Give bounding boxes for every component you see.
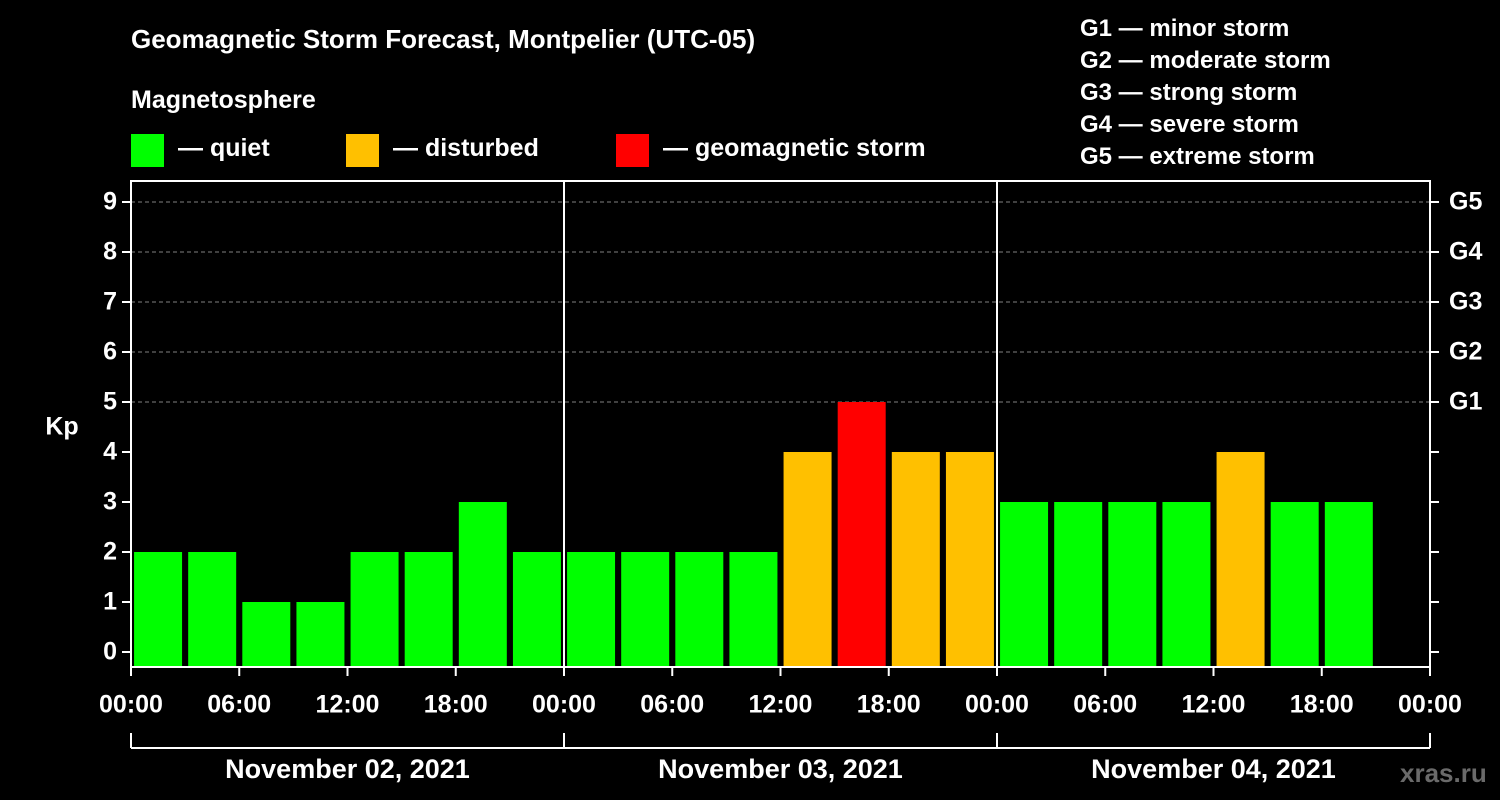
kp-bar bbox=[134, 552, 183, 667]
x-tick-label: 00:00 bbox=[1398, 691, 1462, 719]
date-label: November 04, 2021 bbox=[1091, 754, 1336, 784]
g-scale-label: G1 bbox=[1449, 388, 1482, 416]
bars-group bbox=[26, 402, 1373, 667]
y-axis-label: Kp bbox=[45, 413, 78, 441]
kp-bar bbox=[1108, 502, 1157, 667]
x-tick-label: 18:00 bbox=[1290, 691, 1354, 719]
kp-bar bbox=[512, 552, 561, 667]
date-label: November 02, 2021 bbox=[225, 754, 470, 784]
magnetosphere-label: Magnetosphere bbox=[131, 86, 316, 114]
x-tick-label: 00:00 bbox=[965, 691, 1029, 719]
x-tick-label: 06:00 bbox=[1073, 691, 1137, 719]
date-label: November 03, 2021 bbox=[658, 754, 903, 784]
y-tick-label: 8 bbox=[103, 238, 117, 266]
kp-bar bbox=[729, 552, 778, 667]
kp-bar bbox=[1270, 502, 1319, 667]
kp-bar bbox=[188, 552, 237, 667]
y-tick-label: 3 bbox=[103, 488, 117, 516]
x-tick-label: 12:00 bbox=[749, 691, 813, 719]
x-tick-label: 06:00 bbox=[207, 691, 271, 719]
kp-bar bbox=[26, 502, 74, 667]
disturbed-swatch bbox=[346, 134, 379, 167]
g5-legend-item: G5 — extreme storm bbox=[1080, 143, 1315, 170]
x-tick-label: 12:00 bbox=[1182, 691, 1246, 719]
y-tick-label: 5 bbox=[103, 388, 117, 416]
g-scale-label: G2 bbox=[1449, 338, 1482, 366]
x-tick-label: 06:00 bbox=[640, 691, 704, 719]
g4-legend-item: G4 — severe storm bbox=[1080, 111, 1299, 138]
kp-bar bbox=[675, 552, 724, 667]
y-tick-label: 9 bbox=[103, 188, 117, 216]
kp-bar bbox=[404, 552, 453, 667]
kp-bar bbox=[1000, 502, 1049, 667]
storm-legend-label: — geomagnetic storm bbox=[663, 134, 926, 162]
quiet-legend-label: — quiet bbox=[178, 134, 270, 162]
g3-legend-item: G3 — strong storm bbox=[1080, 79, 1298, 106]
g2-legend-item: G2 — moderate storm bbox=[1080, 47, 1331, 74]
disturbed-legend-label: — disturbed bbox=[393, 134, 539, 162]
y-tick-label: 4 bbox=[103, 438, 117, 466]
x-tick-label: 18:00 bbox=[424, 691, 488, 719]
x-tick-label: 00:00 bbox=[532, 691, 596, 719]
watermark: xras.ru bbox=[1400, 758, 1487, 788]
kp-bar bbox=[891, 452, 940, 667]
x-tick-label: 18:00 bbox=[857, 691, 921, 719]
kp-bar bbox=[1162, 502, 1211, 667]
kp-bar bbox=[621, 552, 670, 667]
g-scale-label: G4 bbox=[1449, 238, 1482, 266]
y-tick-label: 1 bbox=[103, 588, 117, 616]
kp-bar bbox=[1054, 502, 1103, 667]
y-tick-label: 7 bbox=[103, 288, 117, 316]
g-scale-label: G3 bbox=[1449, 288, 1482, 316]
y-tick-label: 6 bbox=[103, 338, 117, 366]
kp-bar bbox=[242, 602, 291, 667]
quiet-swatch bbox=[131, 134, 164, 167]
y-tick-label: 0 bbox=[103, 638, 117, 666]
x-tick-label: 00:00 bbox=[99, 691, 163, 719]
storm-swatch bbox=[616, 134, 649, 167]
g-scale-label: G5 bbox=[1449, 188, 1482, 216]
kp-bar bbox=[350, 552, 399, 667]
kp-bar bbox=[945, 452, 994, 667]
x-tick-label: 12:00 bbox=[316, 691, 380, 719]
kp-bar bbox=[296, 602, 345, 667]
g1-legend-item: G1 — minor storm bbox=[1080, 15, 1290, 42]
kp-bar bbox=[567, 552, 616, 667]
chart-title: Geomagnetic Storm Forecast, Montpelier (… bbox=[131, 24, 756, 54]
kp-bar bbox=[837, 402, 886, 667]
y-tick-label: 2 bbox=[103, 538, 117, 566]
kp-bar bbox=[783, 452, 832, 667]
kp-bar bbox=[1324, 502, 1373, 667]
kp-bar bbox=[1216, 452, 1265, 667]
kp-bar bbox=[458, 502, 507, 667]
